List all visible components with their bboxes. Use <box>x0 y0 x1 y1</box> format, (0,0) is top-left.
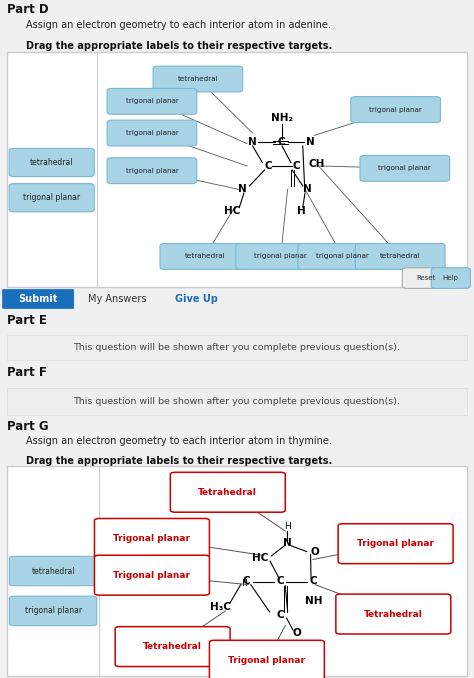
FancyBboxPatch shape <box>160 243 250 269</box>
Text: HC: HC <box>252 553 268 563</box>
Text: O: O <box>311 547 319 557</box>
Text: Tetrahedral: Tetrahedral <box>198 487 257 497</box>
Text: N: N <box>248 138 257 148</box>
Text: trigonal planar: trigonal planar <box>23 193 80 202</box>
Text: trigonal planar: trigonal planar <box>316 254 369 260</box>
Text: Give Up: Give Up <box>175 294 218 304</box>
FancyBboxPatch shape <box>153 66 243 92</box>
FancyBboxPatch shape <box>351 97 440 123</box>
Text: C: C <box>277 576 284 586</box>
FancyBboxPatch shape <box>7 388 467 415</box>
FancyBboxPatch shape <box>7 466 467 676</box>
Text: Tetrahedral: Tetrahedral <box>143 642 202 651</box>
Text: HC: HC <box>224 205 241 216</box>
Text: trigonal planar: trigonal planar <box>254 254 307 260</box>
FancyBboxPatch shape <box>2 290 74 308</box>
Text: Drag the appropriate labels to their respective targets.: Drag the appropriate labels to their res… <box>26 41 332 51</box>
FancyBboxPatch shape <box>115 626 230 666</box>
Text: Part D: Part D <box>7 3 49 16</box>
Text: H: H <box>297 205 305 216</box>
Text: CH: CH <box>309 159 325 169</box>
Text: N: N <box>283 538 292 548</box>
Text: trigonal planar: trigonal planar <box>126 130 178 136</box>
Text: C: C <box>293 161 301 171</box>
Text: Drag the appropriate labels to their respective targets.: Drag the appropriate labels to their res… <box>26 456 332 466</box>
Text: Part E: Part E <box>7 315 47 327</box>
Text: C: C <box>278 138 285 148</box>
Text: N: N <box>306 138 315 148</box>
FancyBboxPatch shape <box>94 555 210 595</box>
Text: NH₂: NH₂ <box>271 113 292 123</box>
Text: Trigonal planar: Trigonal planar <box>228 656 305 664</box>
Text: tetrahedral: tetrahedral <box>178 76 218 82</box>
FancyBboxPatch shape <box>7 52 467 287</box>
Text: Part G: Part G <box>7 420 49 433</box>
Text: C: C <box>310 576 317 586</box>
Text: tetrahedral: tetrahedral <box>30 158 73 167</box>
Text: My Answers: My Answers <box>88 294 146 304</box>
Text: O: O <box>292 628 301 638</box>
Text: Submit: Submit <box>18 294 58 304</box>
Text: Reset: Reset <box>417 275 436 281</box>
Text: trigonal planar: trigonal planar <box>126 167 178 174</box>
Text: This question will be shown after you complete previous question(s).: This question will be shown after you co… <box>73 397 401 406</box>
FancyBboxPatch shape <box>402 268 451 288</box>
Text: C: C <box>264 161 272 171</box>
Text: tetrahedral: tetrahedral <box>31 567 75 576</box>
Text: Help: Help <box>443 275 459 281</box>
FancyBboxPatch shape <box>298 243 388 269</box>
FancyBboxPatch shape <box>338 523 453 563</box>
Text: trigonal planar: trigonal planar <box>378 165 431 172</box>
Text: Trigonal planar: Trigonal planar <box>113 534 191 543</box>
Text: tetrahedral: tetrahedral <box>380 254 420 260</box>
Text: H: H <box>284 523 291 532</box>
Text: N: N <box>303 184 312 195</box>
FancyBboxPatch shape <box>107 88 197 115</box>
FancyBboxPatch shape <box>431 268 470 288</box>
Text: Assign an electron geometry to each interior atom in adenine.: Assign an electron geometry to each inte… <box>26 20 331 30</box>
Text: Part F: Part F <box>7 365 47 378</box>
Text: tetrahedral: tetrahedral <box>184 254 225 260</box>
Text: NH: NH <box>305 597 322 606</box>
Text: C: C <box>242 576 250 586</box>
Text: Tetrahedral: Tetrahedral <box>364 610 423 618</box>
FancyBboxPatch shape <box>7 335 467 360</box>
FancyBboxPatch shape <box>360 155 450 181</box>
FancyBboxPatch shape <box>107 158 197 184</box>
Text: trigonal planar: trigonal planar <box>369 106 422 113</box>
Text: trigonal planar: trigonal planar <box>25 606 82 616</box>
FancyBboxPatch shape <box>336 594 451 634</box>
FancyBboxPatch shape <box>210 640 324 678</box>
Text: C: C <box>277 610 284 620</box>
FancyBboxPatch shape <box>9 596 97 626</box>
Text: This question will be shown after you complete previous question(s).: This question will be shown after you co… <box>73 343 401 352</box>
FancyBboxPatch shape <box>107 120 197 146</box>
Text: H₃C: H₃C <box>210 601 231 612</box>
Text: trigonal planar: trigonal planar <box>126 98 178 104</box>
Text: Trigonal planar: Trigonal planar <box>357 539 434 549</box>
Text: Trigonal planar: Trigonal planar <box>113 571 191 580</box>
Text: N: N <box>238 184 247 195</box>
FancyBboxPatch shape <box>9 148 94 176</box>
FancyBboxPatch shape <box>236 243 326 269</box>
FancyBboxPatch shape <box>170 473 285 512</box>
FancyBboxPatch shape <box>9 557 97 586</box>
FancyBboxPatch shape <box>356 243 445 269</box>
FancyBboxPatch shape <box>9 184 94 212</box>
FancyBboxPatch shape <box>94 519 210 559</box>
Text: Assign an electron geometry to each interior atom in thymine.: Assign an electron geometry to each inte… <box>26 437 332 447</box>
